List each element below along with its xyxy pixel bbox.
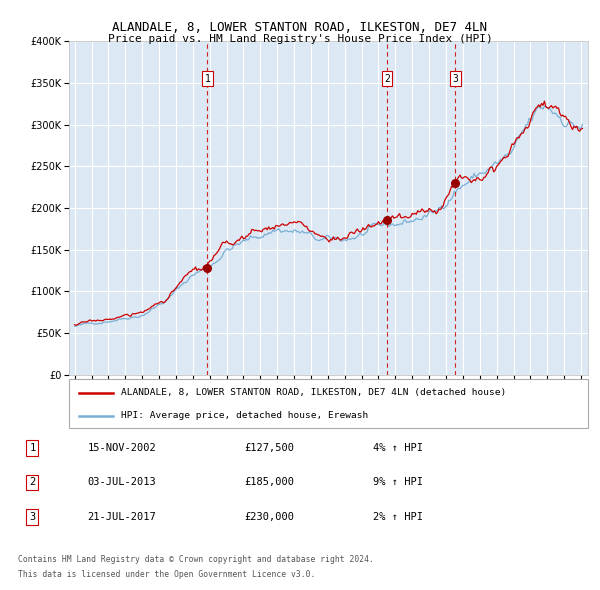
- Text: £230,000: £230,000: [245, 512, 295, 522]
- Text: 9% ↑ HPI: 9% ↑ HPI: [373, 477, 423, 487]
- Text: 4% ↑ HPI: 4% ↑ HPI: [373, 443, 423, 453]
- Text: 2: 2: [29, 477, 35, 487]
- Text: 2% ↑ HPI: 2% ↑ HPI: [373, 512, 423, 522]
- Text: 3: 3: [452, 74, 458, 84]
- Text: ALANDALE, 8, LOWER STANTON ROAD, ILKESTON, DE7 4LN (detached house): ALANDALE, 8, LOWER STANTON ROAD, ILKESTO…: [121, 388, 506, 398]
- Text: Contains HM Land Registry data © Crown copyright and database right 2024.: Contains HM Land Registry data © Crown c…: [18, 555, 374, 563]
- Text: 1: 1: [29, 443, 35, 453]
- FancyBboxPatch shape: [69, 379, 588, 428]
- Text: HPI: Average price, detached house, Erewash: HPI: Average price, detached house, Erew…: [121, 411, 368, 420]
- Text: ALANDALE, 8, LOWER STANTON ROAD, ILKESTON, DE7 4LN: ALANDALE, 8, LOWER STANTON ROAD, ILKESTO…: [113, 21, 487, 34]
- Text: 3: 3: [29, 512, 35, 522]
- Text: £127,500: £127,500: [245, 443, 295, 453]
- Text: £185,000: £185,000: [245, 477, 295, 487]
- Text: 21-JUL-2017: 21-JUL-2017: [88, 512, 157, 522]
- Text: 1: 1: [205, 74, 211, 84]
- Text: This data is licensed under the Open Government Licence v3.0.: This data is licensed under the Open Gov…: [18, 570, 315, 579]
- Text: 2: 2: [384, 74, 390, 84]
- Text: 15-NOV-2002: 15-NOV-2002: [88, 443, 157, 453]
- Text: 03-JUL-2013: 03-JUL-2013: [88, 477, 157, 487]
- Text: Price paid vs. HM Land Registry's House Price Index (HPI): Price paid vs. HM Land Registry's House …: [107, 34, 493, 44]
